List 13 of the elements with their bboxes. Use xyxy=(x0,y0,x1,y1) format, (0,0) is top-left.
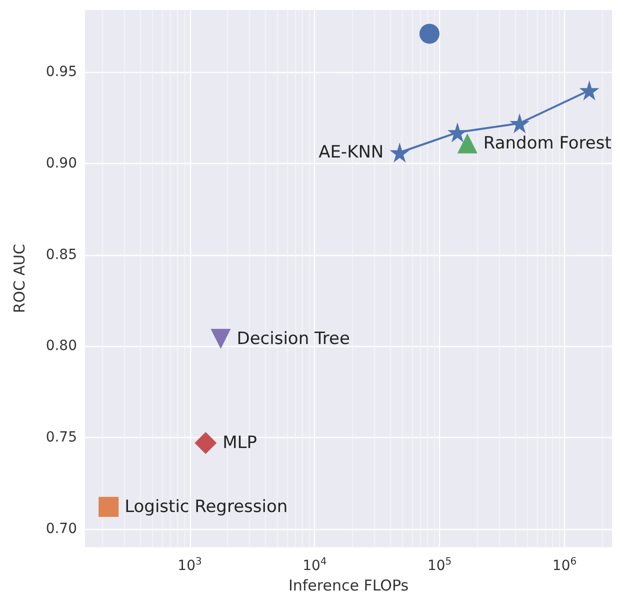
y-tick-label: 0.80 xyxy=(46,338,77,354)
series-label: Random Forest xyxy=(483,133,612,154)
series-label: Decision Tree xyxy=(236,328,350,349)
y-tick-label: 0.90 xyxy=(46,155,77,172)
y-tick-label: 0.85 xyxy=(46,246,77,263)
y-tick-label: 0.95 xyxy=(46,64,77,80)
y-tick-label: 0.75 xyxy=(46,429,77,446)
x-axis-title: Inference FLOPs xyxy=(288,576,409,594)
series-label: AE-KNN xyxy=(318,142,384,162)
series-label: MLP xyxy=(222,432,258,453)
y-tick-label: 0.70 xyxy=(46,520,77,537)
y-axis-title: ROC AUC xyxy=(10,244,28,314)
series-label: Logistic Regression xyxy=(124,496,288,517)
